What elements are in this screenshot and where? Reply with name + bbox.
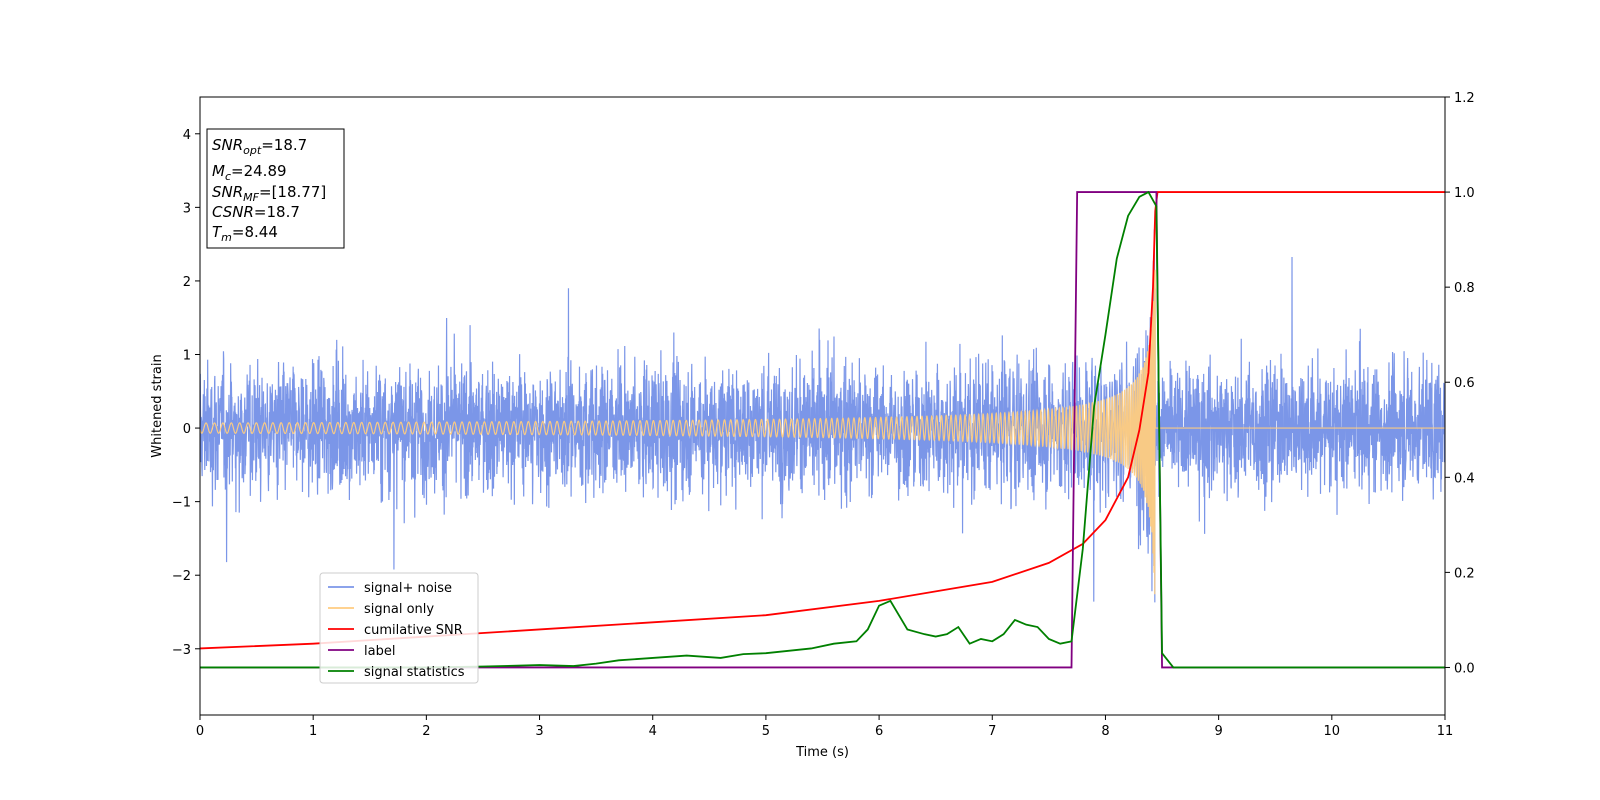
right-axis-series (200, 190, 1445, 669)
x-tick-label: 5 (762, 724, 770, 739)
series-line-cumilative-snr (200, 191, 1445, 650)
y2-tick-label: 1.0 (1454, 186, 1475, 201)
legend: signal+ noise signal only cumilative SNR la… (319, 572, 479, 684)
y-tick-label: 1 (183, 349, 191, 364)
x-tick-label: 9 (1214, 724, 1222, 739)
y2-tick-label: 0.4 (1454, 471, 1475, 486)
plot-frame (199, 96, 1446, 716)
x-tick-label: 6 (875, 724, 883, 739)
plot-area (200, 190, 1445, 669)
x-tick-label: 2 (422, 724, 430, 739)
y-axis-label: Whitened strain (150, 354, 165, 457)
annotation-csnr: CSNR=18.7 (212, 203, 300, 221)
y-tick-label: 0 (183, 422, 191, 437)
legend-frame (319, 572, 479, 684)
annotation-box: SNRopt=18.7 Mc=24.89 SNRMF=[18.77] CSNR=… (206, 128, 345, 249)
legend-label: cumilative SNR (364, 623, 463, 638)
y-axis-right: 0.0 0.2 0.4 0.6 0.8 1.0 1.2 (1445, 91, 1475, 676)
y-tick-label: −1 (172, 496, 191, 511)
legend-label: label (364, 644, 395, 659)
y2-tick-label: 0.2 (1454, 566, 1475, 581)
x-tick-label: 11 (1437, 724, 1454, 739)
y2-tick-label: 1.2 (1454, 91, 1475, 106)
series-line-signal-statistics (200, 190, 1445, 669)
y2-tick-label: 0.8 (1454, 281, 1475, 296)
x-tick-label: 0 (196, 724, 204, 739)
x-axis: 0 1 2 3 4 5 6 7 8 9 10 11 (196, 715, 1453, 739)
y-tick-label: 4 (183, 128, 191, 143)
y-tick-label: 2 (183, 275, 191, 290)
y2-tick-label: 0.6 (1454, 376, 1475, 391)
legend-label: signal only (364, 602, 434, 617)
x-tick-label: 7 (988, 724, 996, 739)
y-tick-label: −3 (172, 643, 191, 658)
annotation-snr-mf: SNRMF=[18.77] (212, 183, 326, 204)
annotation-tm: Tm=8.44 (212, 223, 278, 244)
x-axis-label: Time (s) (795, 745, 849, 760)
x-tick-label: 10 (1324, 724, 1341, 739)
annotation-mc: Mc=24.89 (212, 162, 287, 183)
annotation-snr-opt: SNRopt=18.7 (212, 136, 307, 157)
x-tick-label: 4 (649, 724, 657, 739)
y-axis-left: −3 −2 −1 0 1 2 3 4 (172, 128, 200, 658)
x-tick-label: 8 (1101, 724, 1109, 739)
signal-noise-series (200, 229, 1445, 603)
y-tick-label: −2 (172, 569, 191, 584)
y-tick-label: 3 (183, 201, 191, 216)
y2-tick-label: 0.0 (1454, 661, 1475, 676)
legend-label: signal statistics (364, 665, 465, 680)
series-line-signal-noise (200, 229, 1445, 603)
legend-label: signal+ noise (364, 581, 452, 596)
x-tick-label: 1 (309, 724, 317, 739)
signal-only-series (200, 269, 1445, 595)
series-line-signal-only (200, 269, 1445, 595)
x-tick-label: 3 (535, 724, 543, 739)
